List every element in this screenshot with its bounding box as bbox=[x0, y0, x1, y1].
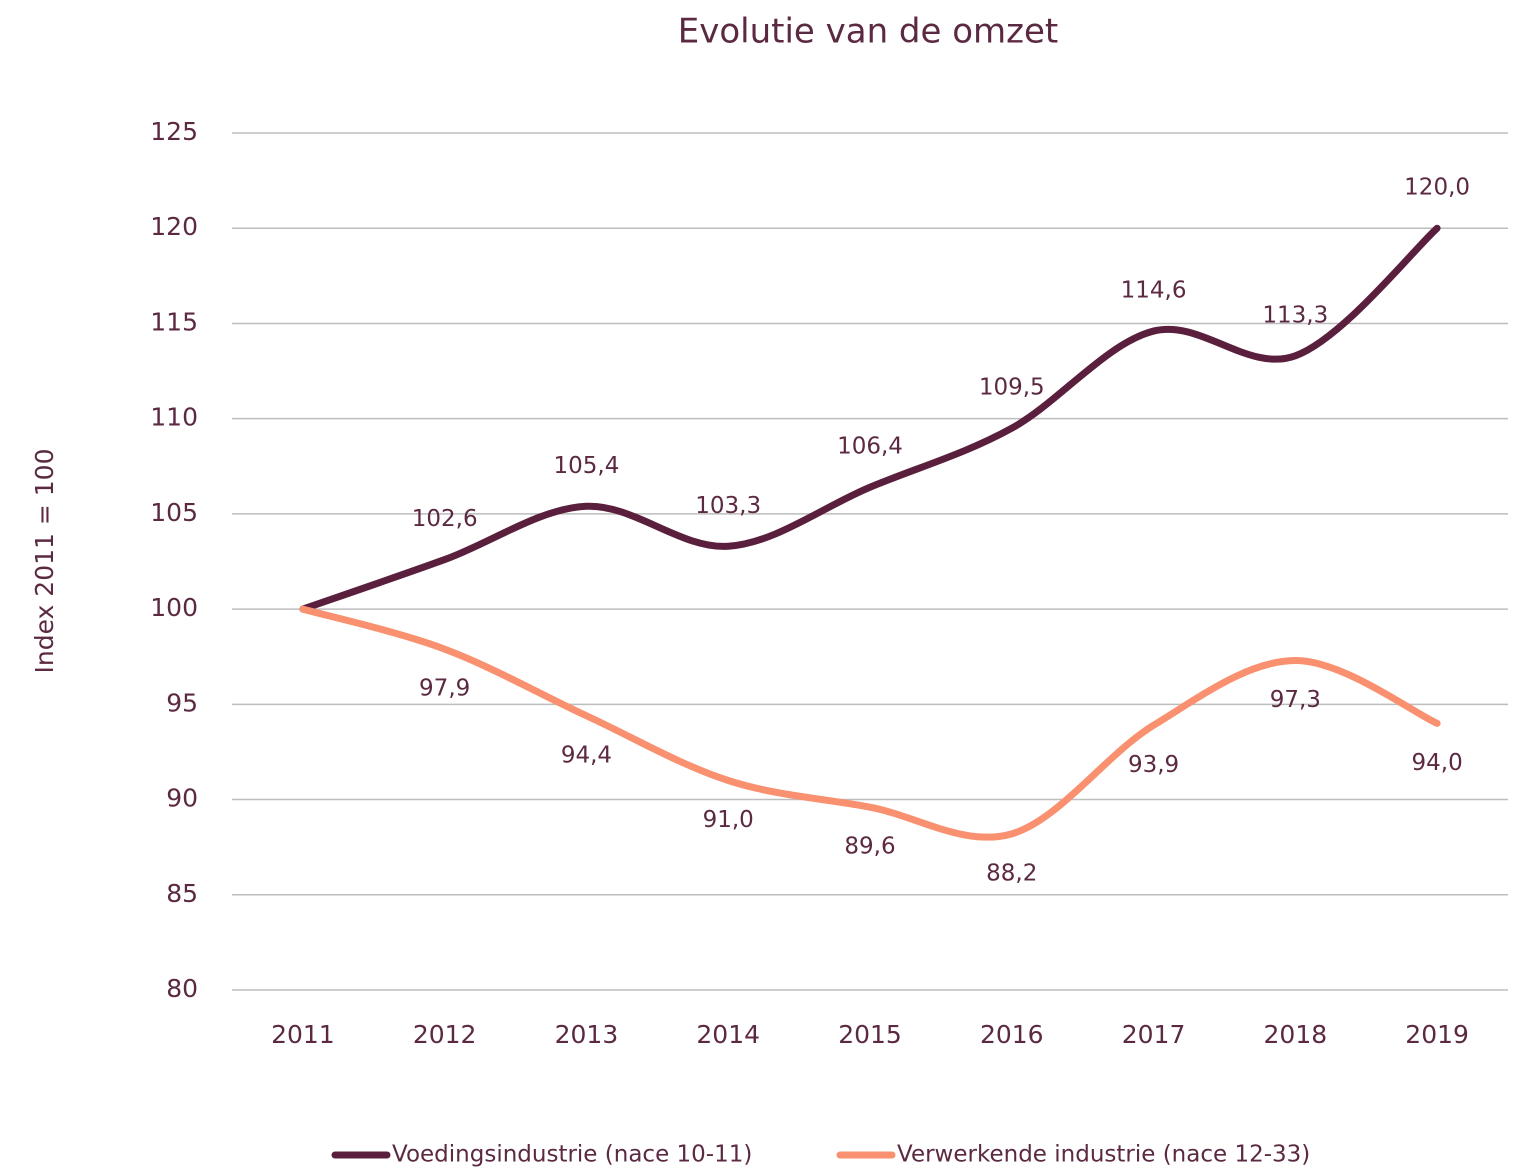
data-label: 114,6 bbox=[1121, 278, 1187, 304]
data-label: 103,3 bbox=[695, 493, 761, 519]
data-label: 105,4 bbox=[554, 453, 620, 479]
y-tick-label: 90 bbox=[166, 784, 198, 813]
data-label: 120,0 bbox=[1404, 175, 1470, 201]
data-label: 109,5 bbox=[979, 375, 1045, 401]
legend-label: Verwerkende industrie (nace 12-33) bbox=[897, 1142, 1310, 1168]
y-tick-label: 110 bbox=[150, 403, 198, 432]
data-label: 106,4 bbox=[837, 434, 903, 460]
y-tick-label: 120 bbox=[150, 212, 198, 241]
x-tick-label: 2014 bbox=[696, 1020, 760, 1049]
legend-label: Voedingsindustrie (nace 10-11) bbox=[392, 1142, 752, 1168]
y-tick-label: 80 bbox=[166, 974, 198, 1003]
y-tick-label: 100 bbox=[150, 593, 198, 622]
x-tick-label: 2012 bbox=[413, 1020, 477, 1049]
x-tick-label: 2013 bbox=[555, 1020, 619, 1049]
data-label: 93,9 bbox=[1128, 752, 1179, 778]
chart-title: Evolutie van de omzet bbox=[678, 12, 1059, 52]
y-tick-label: 115 bbox=[150, 307, 198, 336]
series-line bbox=[299, 224, 1441, 613]
data-label: 89,6 bbox=[844, 834, 895, 860]
x-tick-label: 2016 bbox=[980, 1020, 1044, 1049]
x-tick-label: 2018 bbox=[1264, 1020, 1328, 1049]
x-tick-label: 2019 bbox=[1405, 1020, 1469, 1049]
y-tick-label: 95 bbox=[166, 688, 198, 717]
data-label: 102,6 bbox=[412, 506, 478, 532]
data-label: 94,0 bbox=[1412, 750, 1463, 776]
x-tick-label: 2015 bbox=[838, 1020, 902, 1049]
y-tick-label: 105 bbox=[150, 498, 198, 527]
data-label: 91,0 bbox=[703, 807, 754, 833]
x-tick-label: 2011 bbox=[271, 1020, 335, 1049]
data-label: 88,2 bbox=[986, 860, 1037, 886]
data-label: 94,4 bbox=[561, 742, 612, 768]
y-tick-label: 85 bbox=[166, 879, 198, 908]
data-label: 113,3 bbox=[1262, 302, 1328, 328]
x-tick-label: 2017 bbox=[1122, 1020, 1186, 1049]
data-label: 97,9 bbox=[419, 676, 470, 702]
data-label: 97,3 bbox=[1270, 687, 1321, 713]
y-axis-label: Index 2011 = 100 bbox=[30, 449, 59, 674]
series-line bbox=[299, 605, 1441, 841]
y-tick-label: 125 bbox=[150, 117, 198, 146]
